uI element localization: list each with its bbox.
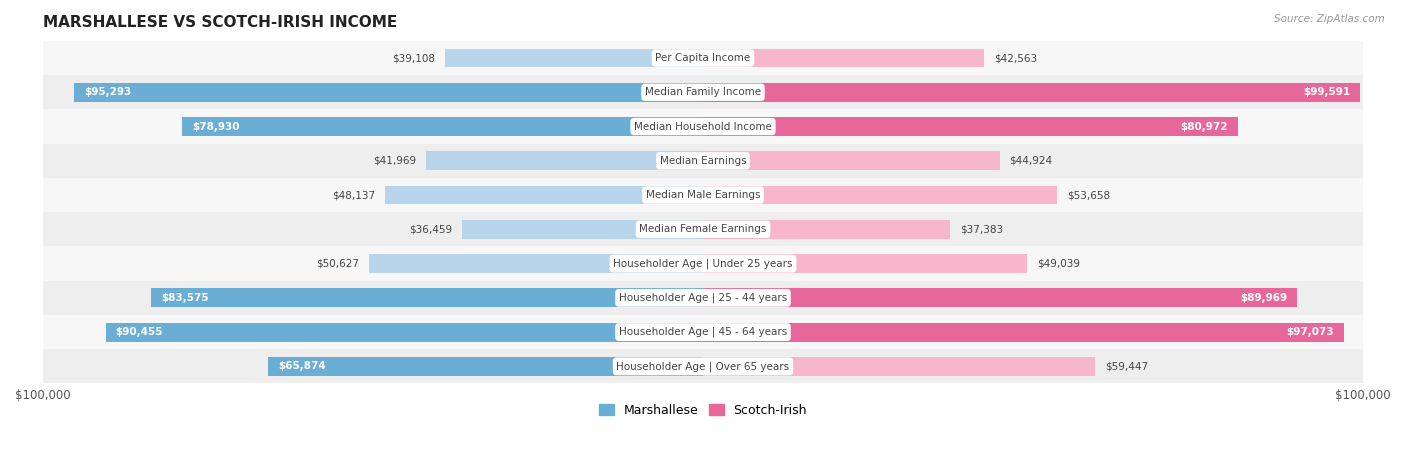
Bar (703, 186, 1057, 205)
Text: $42,563: $42,563 (994, 53, 1038, 63)
Text: Median Family Income: Median Family Income (645, 87, 761, 97)
Bar (703, 289, 1296, 307)
Text: Median Household Income: Median Household Income (634, 121, 772, 132)
Bar (42, 247, 1364, 281)
Text: $44,924: $44,924 (1010, 156, 1053, 166)
Text: $39,108: $39,108 (392, 53, 434, 63)
Text: $99,591: $99,591 (1303, 87, 1351, 97)
Bar (444, 49, 703, 67)
Text: Median Male Earnings: Median Male Earnings (645, 190, 761, 200)
Bar (42, 41, 1364, 75)
Text: MARSHALLESE VS SCOTCH-IRISH INCOME: MARSHALLESE VS SCOTCH-IRISH INCOME (42, 15, 396, 30)
Text: $41,969: $41,969 (373, 156, 416, 166)
Text: $36,459: $36,459 (409, 224, 453, 234)
Bar (269, 357, 703, 376)
Bar (426, 151, 703, 170)
Text: $89,969: $89,969 (1240, 293, 1286, 303)
Text: $48,137: $48,137 (332, 190, 375, 200)
Bar (703, 357, 1095, 376)
Text: $80,972: $80,972 (1180, 121, 1227, 132)
Text: $90,455: $90,455 (115, 327, 163, 337)
Text: $78,930: $78,930 (191, 121, 239, 132)
Text: Householder Age | Under 25 years: Householder Age | Under 25 years (613, 258, 793, 269)
Text: Householder Age | Over 65 years: Householder Age | Over 65 years (616, 361, 790, 372)
Bar (703, 49, 984, 67)
Bar (42, 144, 1364, 178)
Text: $50,627: $50,627 (316, 259, 359, 269)
Bar (105, 323, 703, 341)
Bar (75, 83, 703, 102)
Bar (152, 289, 703, 307)
Text: $97,073: $97,073 (1286, 327, 1334, 337)
Text: Householder Age | 45 - 64 years: Householder Age | 45 - 64 years (619, 327, 787, 337)
Legend: Marshallese, Scotch-Irish: Marshallese, Scotch-Irish (593, 399, 813, 422)
Bar (42, 178, 1364, 212)
Bar (368, 254, 703, 273)
Text: $53,658: $53,658 (1067, 190, 1111, 200)
Bar (703, 151, 1000, 170)
Bar (42, 281, 1364, 315)
Text: Source: ZipAtlas.com: Source: ZipAtlas.com (1274, 14, 1385, 24)
Text: $49,039: $49,039 (1036, 259, 1080, 269)
Bar (703, 220, 950, 239)
Bar (703, 83, 1361, 102)
Bar (42, 109, 1364, 144)
Text: $37,383: $37,383 (960, 224, 1002, 234)
Bar (42, 315, 1364, 349)
Text: Householder Age | 25 - 44 years: Householder Age | 25 - 44 years (619, 293, 787, 303)
Text: $59,447: $59,447 (1105, 361, 1149, 371)
Text: Per Capita Income: Per Capita Income (655, 53, 751, 63)
Bar (703, 117, 1237, 136)
Bar (703, 254, 1026, 273)
Text: $95,293: $95,293 (84, 87, 131, 97)
Text: $83,575: $83,575 (162, 293, 208, 303)
Bar (463, 220, 703, 239)
Text: $65,874: $65,874 (278, 361, 326, 371)
Bar (42, 349, 1364, 383)
Bar (385, 186, 703, 205)
Bar (181, 117, 703, 136)
Bar (42, 75, 1364, 109)
Text: Median Earnings: Median Earnings (659, 156, 747, 166)
Bar (703, 323, 1344, 341)
Bar (42, 212, 1364, 247)
Text: Median Female Earnings: Median Female Earnings (640, 224, 766, 234)
